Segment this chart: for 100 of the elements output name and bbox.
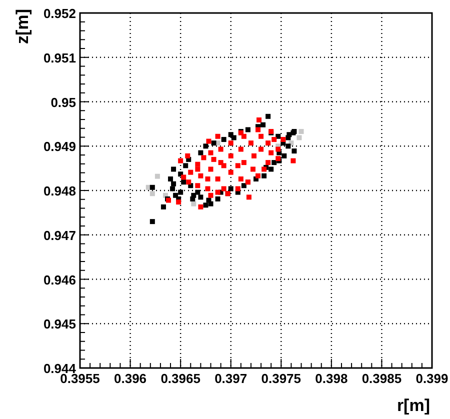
point <box>221 186 226 192</box>
y-tick-label: 0.948 <box>43 184 76 198</box>
point <box>203 202 208 208</box>
point <box>198 150 204 156</box>
y-tick-label: 0.951 <box>43 50 76 66</box>
x-axis-title: r[m] <box>396 396 430 415</box>
point <box>208 166 214 172</box>
point <box>228 140 234 146</box>
point <box>195 183 200 188</box>
point <box>276 134 281 139</box>
point <box>245 127 250 132</box>
point <box>231 135 236 140</box>
point <box>298 128 304 134</box>
x-tick-label: 0.3965 <box>160 371 200 386</box>
point <box>206 138 212 144</box>
point <box>211 140 216 146</box>
point <box>262 173 267 178</box>
point <box>238 176 244 182</box>
x-tick-label: 0.396 <box>114 371 147 386</box>
x-tick-label: 0.3975 <box>261 371 302 386</box>
point <box>260 122 266 128</box>
point <box>195 162 200 167</box>
point <box>154 174 160 179</box>
point <box>178 158 184 164</box>
point <box>215 190 220 195</box>
point <box>258 146 264 152</box>
x-tick-label: 0.398 <box>315 371 348 386</box>
point <box>171 166 176 172</box>
point <box>201 155 206 160</box>
point <box>251 153 256 158</box>
point <box>272 160 277 166</box>
point <box>208 150 214 156</box>
x-tick-label: 0.397 <box>214 371 248 386</box>
point <box>296 135 302 140</box>
point <box>290 158 296 164</box>
point <box>215 196 220 202</box>
point <box>258 134 264 139</box>
point <box>272 136 277 142</box>
point <box>178 190 184 195</box>
point <box>250 166 256 172</box>
point <box>170 186 176 192</box>
point <box>150 219 155 224</box>
point <box>256 127 261 132</box>
point <box>195 166 200 172</box>
point <box>206 198 212 203</box>
point <box>248 140 254 146</box>
point <box>208 192 214 198</box>
point <box>205 186 210 192</box>
point <box>211 156 216 162</box>
y-tick-label: 0.947 <box>43 228 76 243</box>
point <box>176 200 182 205</box>
point <box>228 186 234 192</box>
point <box>215 176 220 182</box>
point <box>268 150 274 156</box>
point <box>198 204 204 210</box>
point <box>268 166 274 172</box>
point <box>235 163 240 168</box>
x-tick-label: 0.399 <box>416 371 448 386</box>
point <box>150 184 155 190</box>
point <box>171 181 176 186</box>
point <box>203 144 208 149</box>
point <box>228 153 234 158</box>
point <box>276 146 281 152</box>
point <box>191 201 196 206</box>
point <box>205 176 210 182</box>
point <box>185 153 190 158</box>
x-tick-label: 0.3985 <box>362 371 402 386</box>
point <box>198 173 204 178</box>
y-axis-title: z[m] <box>13 9 32 44</box>
point <box>280 136 286 142</box>
y-tick-label: 0.952 <box>43 6 76 21</box>
point <box>266 140 271 146</box>
y-tick-label: 0.945 <box>43 316 76 332</box>
point <box>186 180 192 185</box>
point <box>286 144 291 149</box>
point <box>241 183 246 188</box>
point <box>241 160 246 166</box>
point <box>286 132 292 138</box>
point <box>218 146 224 152</box>
point <box>195 190 200 195</box>
point <box>150 191 155 196</box>
point <box>160 204 166 210</box>
point <box>246 194 252 200</box>
y-tick-label: 0.946 <box>43 272 76 288</box>
point <box>266 114 271 119</box>
point <box>168 176 174 182</box>
point <box>181 174 186 180</box>
point <box>198 194 204 200</box>
point <box>228 170 234 175</box>
point <box>183 163 188 168</box>
y-tick-label: 0.949 <box>43 139 76 154</box>
point <box>215 134 220 139</box>
point <box>238 146 244 152</box>
point <box>256 173 261 178</box>
point <box>292 148 297 154</box>
point <box>282 153 287 158</box>
point <box>266 160 271 166</box>
point <box>221 163 226 168</box>
point <box>191 192 196 198</box>
point <box>188 170 194 175</box>
